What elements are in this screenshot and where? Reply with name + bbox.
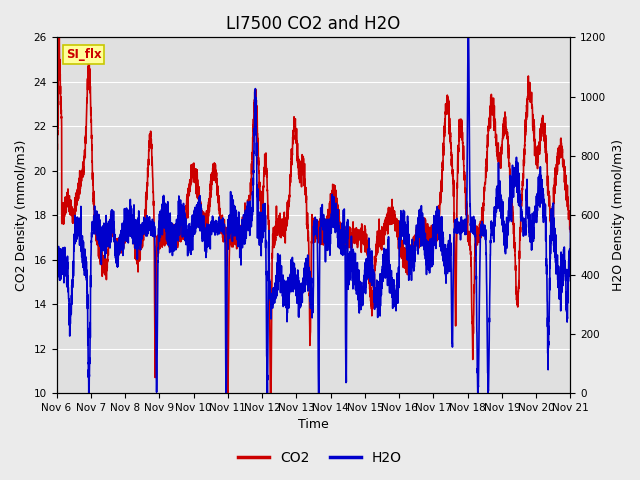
- Text: SI_flx: SI_flx: [66, 48, 101, 61]
- Y-axis label: H2O Density (mmol/m3): H2O Density (mmol/m3): [612, 139, 625, 291]
- Y-axis label: CO2 Density (mmol/m3): CO2 Density (mmol/m3): [15, 140, 28, 291]
- Title: LI7500 CO2 and H2O: LI7500 CO2 and H2O: [227, 15, 401, 33]
- X-axis label: Time: Time: [298, 419, 329, 432]
- Legend: CO2, H2O: CO2, H2O: [233, 445, 407, 471]
